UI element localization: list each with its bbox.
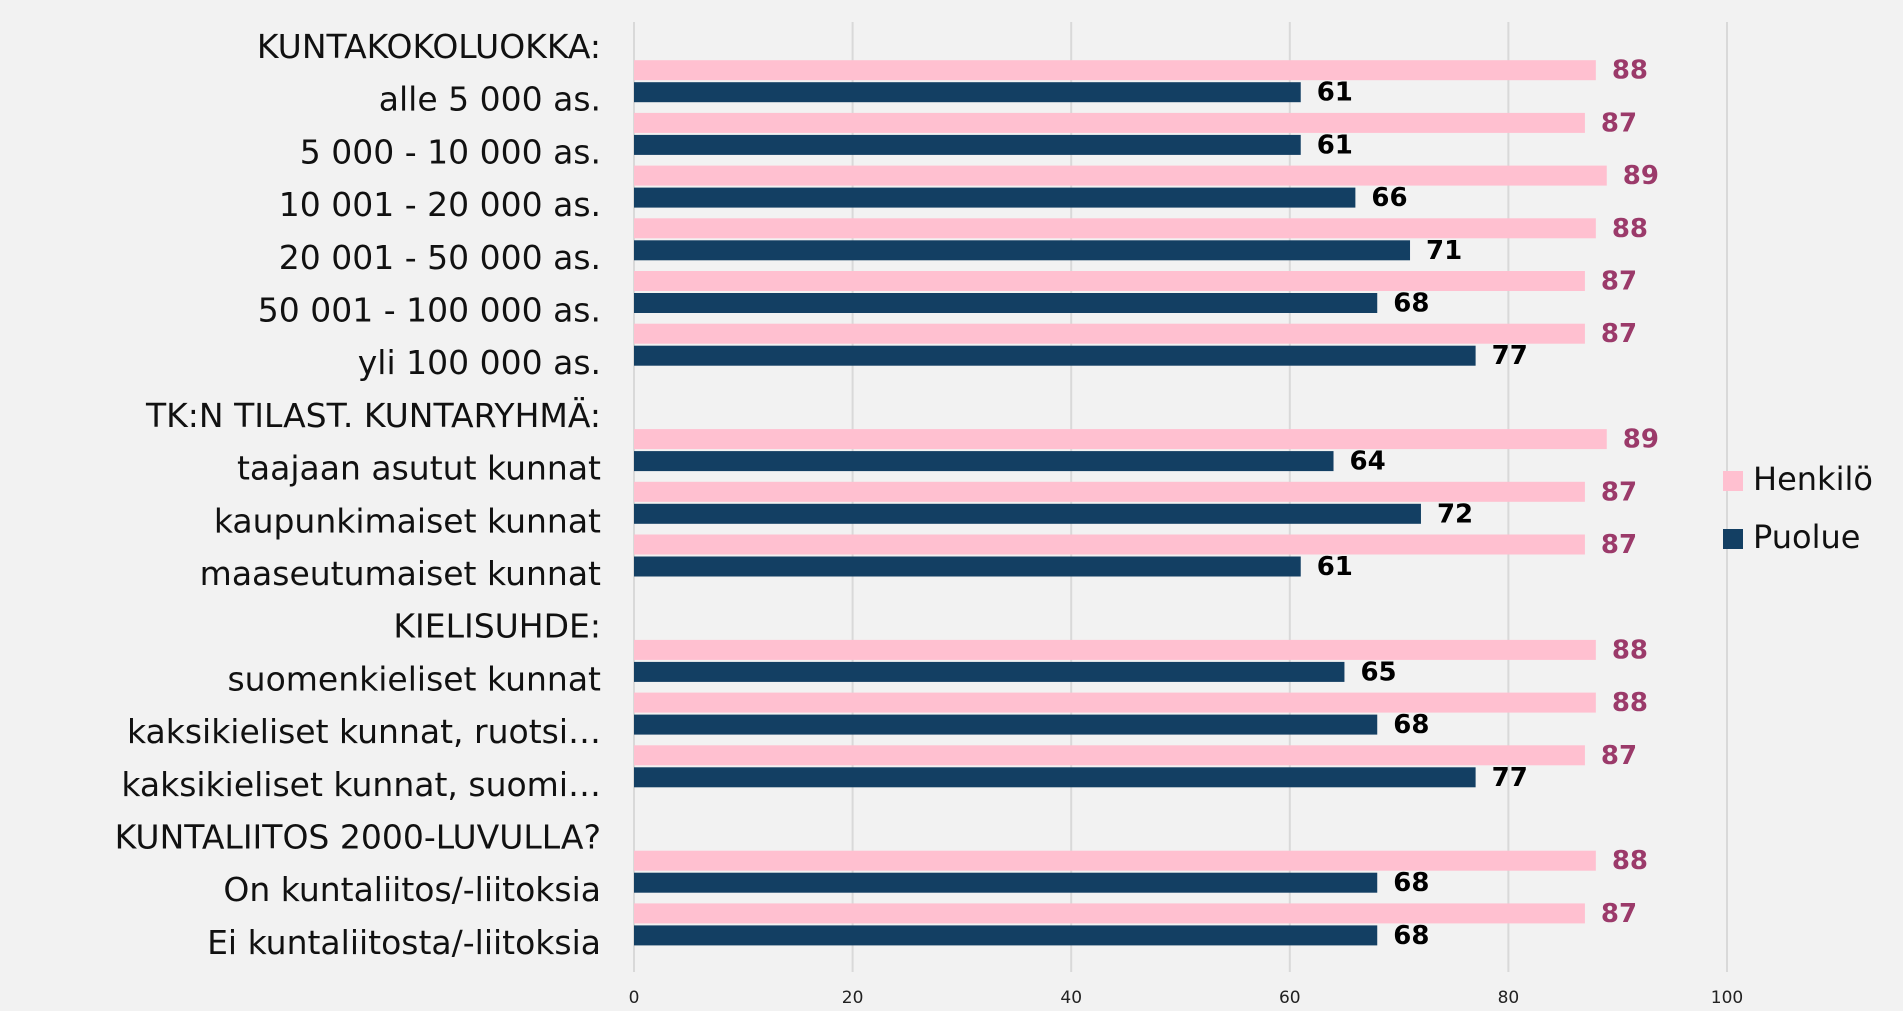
bar	[634, 134, 1301, 155]
bar	[634, 323, 1585, 344]
bar	[634, 661, 1345, 682]
x-tick-label: 60	[1279, 988, 1301, 1008]
x-tick-label: 0	[629, 988, 640, 1008]
bar	[634, 481, 1585, 502]
legend-swatch	[1723, 529, 1743, 549]
bar	[634, 903, 1585, 924]
value-label: 68	[1393, 710, 1429, 740]
category-label: maaseutumaiset kunnat	[200, 554, 601, 593]
bar	[634, 293, 1378, 313]
bar	[634, 271, 1585, 291]
value-label: 61	[1317, 552, 1353, 582]
value-label: 65	[1360, 657, 1396, 687]
x-tick-label: 80	[1498, 988, 1520, 1008]
value-label: 87	[1601, 267, 1637, 297]
value-label: 87	[1601, 319, 1637, 349]
bar	[634, 218, 1596, 239]
category-label: KUNTAKOKOLUOKKA:	[257, 27, 601, 66]
bar	[634, 112, 1585, 133]
bar	[634, 451, 1334, 472]
bar	[634, 345, 1476, 366]
value-label: 87	[1601, 899, 1637, 929]
x-tick-label: 20	[842, 988, 864, 1008]
bar	[634, 60, 1596, 81]
value-label: 64	[1350, 447, 1386, 477]
category-label: KUNTALIITOS 2000-LUVULLA?	[115, 818, 601, 857]
category-label: suomenkieliset kunnat	[227, 659, 601, 698]
value-label: 68	[1393, 868, 1429, 898]
value-label: 72	[1437, 499, 1473, 529]
bar	[634, 556, 1301, 577]
legend-label: Henkilö	[1753, 460, 1873, 498]
category-label: On kuntaliitos/-liitoksia	[223, 870, 601, 909]
value-label: 68	[1393, 921, 1429, 951]
value-label: 89	[1623, 161, 1659, 191]
bar	[634, 692, 1596, 713]
bar	[634, 82, 1301, 103]
category-label: 50 001 - 100 000 as.	[258, 291, 601, 330]
value-label: 77	[1492, 763, 1528, 793]
category-label: 5 000 - 10 000 as.	[300, 132, 601, 171]
category-label: alle 5 000 as.	[379, 80, 601, 119]
value-label: 88	[1612, 635, 1648, 665]
category-label: yli 100 000 as.	[358, 343, 601, 382]
x-tick-label: 100	[1711, 988, 1743, 1008]
value-label: 88	[1612, 846, 1648, 876]
legend-swatch	[1723, 471, 1743, 491]
bar	[634, 187, 1356, 208]
value-label: 87	[1601, 741, 1637, 771]
category-label: taajaan asutut kunnat	[237, 449, 601, 488]
x-tick-label: 40	[1060, 988, 1082, 1008]
category-label: 20 001 - 50 000 as.	[279, 238, 601, 277]
value-label: 61	[1317, 78, 1353, 108]
bar	[634, 925, 1378, 946]
category-label: 10 001 - 20 000 as.	[279, 185, 601, 224]
bar	[634, 429, 1607, 450]
value-label: 61	[1317, 130, 1353, 160]
value-label: 87	[1601, 108, 1637, 138]
category-label: TK:N TILAST. KUNTARYHMÄ:	[145, 396, 601, 435]
value-label: 77	[1492, 341, 1528, 371]
category-label: KIELISUHDE:	[393, 607, 601, 646]
value-label: 89	[1623, 425, 1659, 455]
value-label: 68	[1393, 289, 1429, 319]
bar	[634, 767, 1476, 788]
bar	[634, 534, 1585, 555]
bar	[634, 240, 1411, 261]
category-label: kaksikieliset kunnat, suomi…	[121, 765, 601, 804]
bar	[634, 165, 1607, 186]
value-label: 88	[1612, 688, 1648, 718]
category-label: kaupunkimaiset kunnat	[214, 501, 601, 540]
bar	[634, 714, 1378, 735]
value-label: 66	[1371, 183, 1407, 213]
category-label: Ei kuntaliitosta/-liitoksia	[207, 923, 601, 962]
bar	[634, 503, 1421, 524]
value-label: 71	[1426, 236, 1462, 266]
category-label: kaksikieliset kunnat, ruotsi…	[127, 712, 601, 751]
value-label: 88	[1612, 56, 1648, 86]
value-label: 88	[1612, 214, 1648, 244]
bar	[634, 639, 1596, 660]
value-label: 87	[1601, 530, 1637, 560]
bar	[634, 850, 1596, 871]
legend-label: Puolue	[1753, 518, 1860, 556]
bar	[634, 745, 1585, 766]
value-label: 87	[1601, 477, 1637, 507]
bar	[634, 872, 1378, 893]
